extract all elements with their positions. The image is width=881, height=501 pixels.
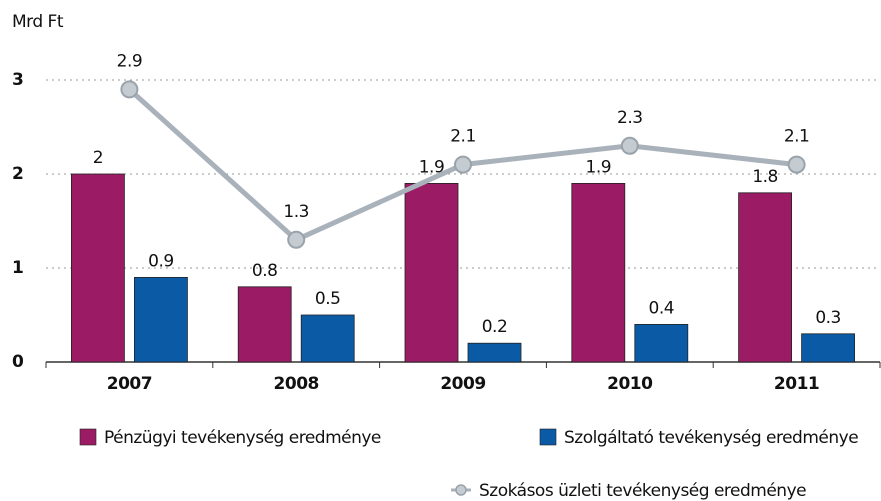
data-label: 0.3 [815,308,841,328]
legend-label: Pénzügyi tevékenység eredménye [104,428,381,448]
bar [634,323,689,363]
x-tick-label: 2010 [607,374,653,394]
data-label: 2.9 [117,51,143,71]
legend-label: Szokásos üzleti tevékenység eredménye [479,481,806,501]
bar [300,314,355,363]
data-label: 2.3 [617,108,643,128]
bar [738,192,792,363]
data-label: 1.8 [752,167,778,187]
data-label: 0.8 [252,261,278,281]
legend-marker [455,484,467,496]
data-label: 2.1 [450,127,476,147]
data-label: 1.9 [586,157,612,177]
bar [71,173,125,363]
x-tick-label: 2011 [774,374,819,394]
line-marker [287,230,306,249]
data-label: 1.9 [419,157,445,177]
y-tick-label: 3 [12,70,23,90]
bar [801,333,855,363]
data-label: 0.5 [315,289,341,309]
line-marker [454,155,472,174]
y-tick-label: 1 [12,258,23,278]
legend-label: Szolgáltató tevékenység eredménye [564,428,858,448]
bar [237,286,292,363]
y-tick-label: 2 [12,164,23,184]
data-label: 0.2 [482,317,508,337]
bar [467,342,522,363]
legend-swatch [539,428,557,446]
data-label: 1.3 [283,202,309,222]
bar [133,276,188,363]
data-label: 2 [93,148,103,168]
data-label: 2.1 [784,127,810,147]
bar [571,182,626,363]
data-label: 0.4 [649,298,675,318]
data-label: 0.9 [148,251,174,271]
x-tick-label: 2008 [274,374,319,394]
legend-swatch [79,428,97,446]
line-marker [787,155,806,174]
y-tick-label: 0 [12,352,24,372]
bar [404,182,459,363]
x-tick-label: 2009 [440,374,485,394]
y-axis-label: Mrd Ft [12,12,64,32]
x-tick-label: 2007 [107,374,152,394]
line-marker [620,136,639,155]
line-marker [120,80,139,99]
